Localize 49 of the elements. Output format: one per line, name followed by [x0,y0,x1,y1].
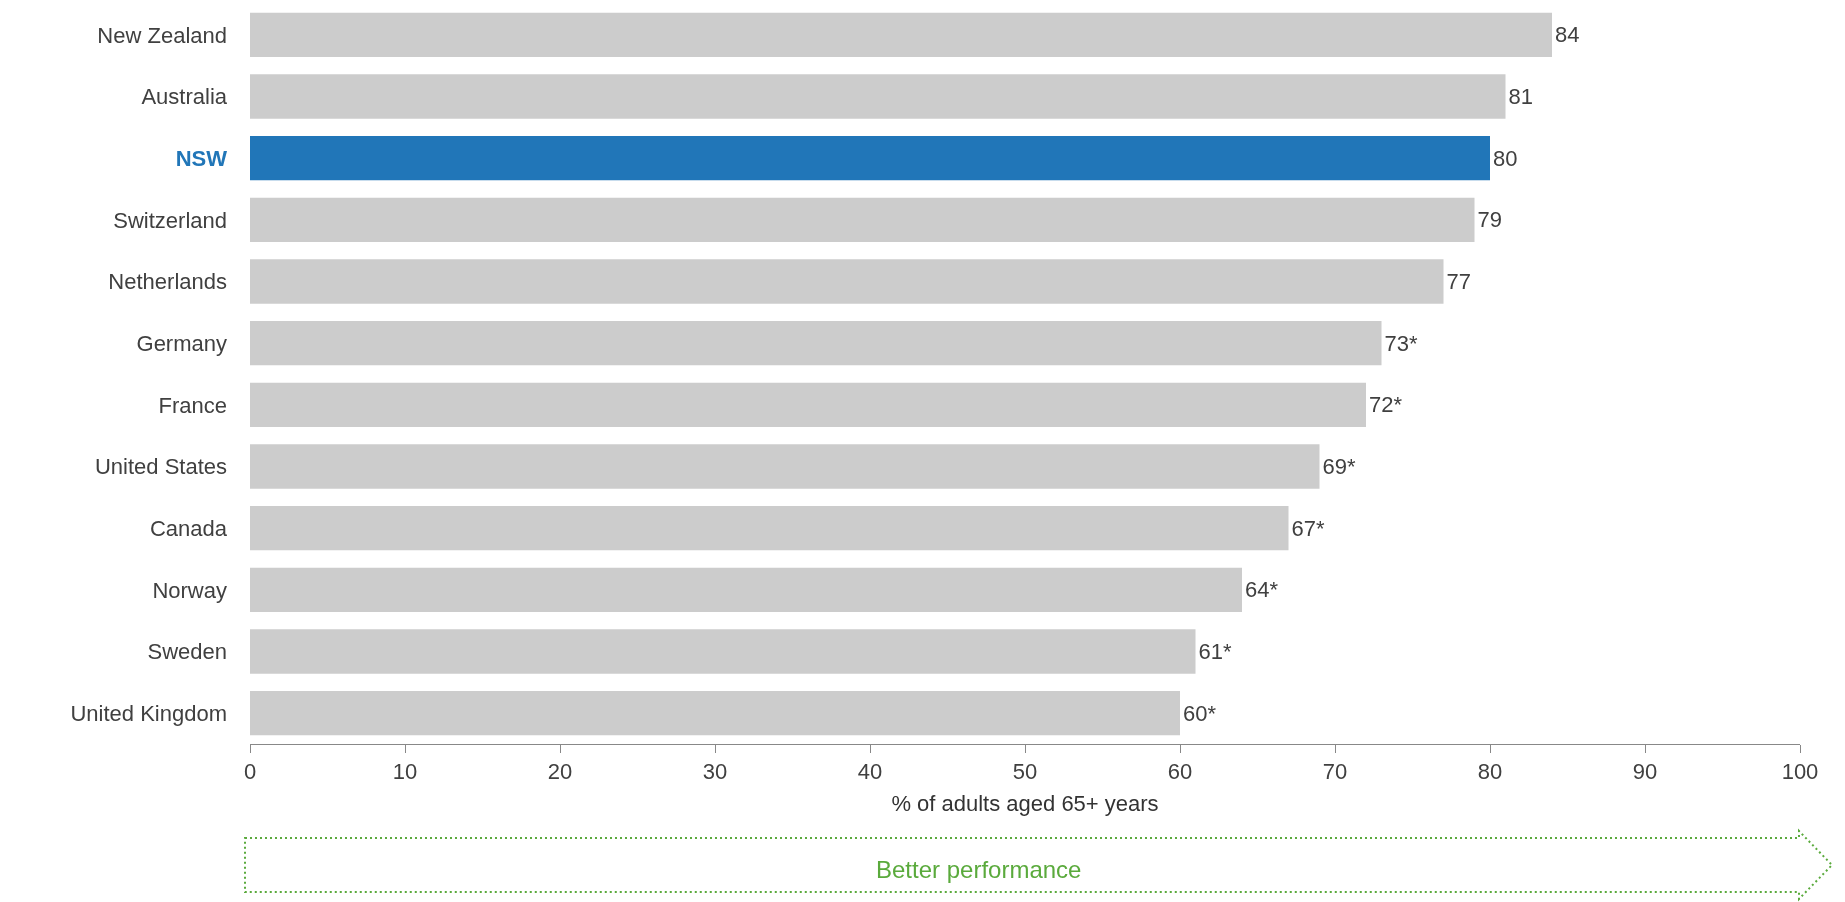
x-tick-label: 10 [392,759,418,785]
y-tick-label: NSW [175,145,228,171]
data-label: 72* [1369,392,1403,418]
bar [250,505,1289,551]
bar [250,259,1444,304]
bar [250,629,1196,674]
bar [250,135,1490,181]
data-label: 73* [1384,330,1418,356]
y-tick-label: Germany [136,330,227,356]
x-tick-label: 50 [1012,759,1038,785]
x-tick-label: 70 [1322,759,1348,785]
bar [250,12,1552,58]
text: Better performance [876,856,1082,883]
y-tick-label: Norway [152,577,227,603]
x-axis-title: % of adults aged 65+ years [891,791,1159,817]
x-tick-label: 90 [1632,759,1658,785]
bar [250,567,1242,613]
y-tick-label: Canada [149,515,228,541]
x-tick-label: 0 [243,759,257,785]
bar [250,690,1180,736]
data-label: 67* [1291,515,1325,541]
x-tick-label: 100 [1781,759,1819,785]
data-label: 61* [1198,639,1232,664]
y-tick-label: Switzerland [113,207,227,233]
bar [250,444,1320,489]
bar [250,74,1506,119]
x-tick-label: 30 [702,759,728,785]
y-tick-label: Australia [141,84,228,110]
bar [250,320,1382,366]
data-label: 64* [1245,577,1279,603]
y-tick-label: United States [94,454,227,480]
data-label: 77 [1446,269,1471,294]
x-tick-label: 60 [1167,759,1193,785]
data-label: 60* [1183,700,1217,726]
data-label: 81 [1508,84,1533,109]
bar [250,197,1475,243]
y-tick-label: New Zealand [97,22,227,48]
data-label: 80 [1493,145,1518,171]
x-tick-label: 80 [1477,759,1503,785]
y-tick-label: France [158,392,227,418]
data-label: 79 [1477,207,1502,233]
data-label: 84 [1555,22,1580,48]
y-tick-label: Sweden [147,639,227,665]
data-label: 69* [1322,454,1356,479]
bar [250,382,1366,428]
y-tick-label: Netherlands [108,269,227,295]
x-tick-label: 40 [857,759,883,785]
x-tick-label: 20 [547,759,573,785]
y-tick-label: United Kingdom [70,700,227,726]
